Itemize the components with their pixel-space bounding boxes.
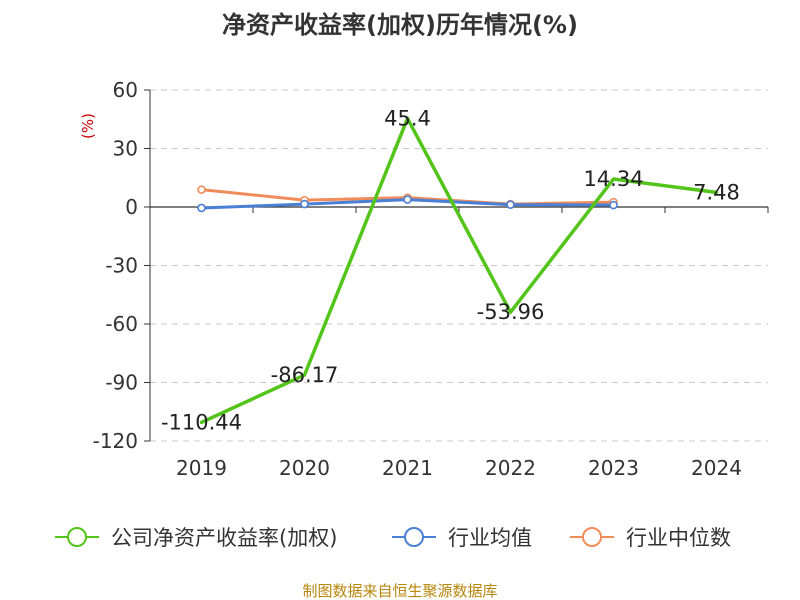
data-label: -110.44 (161, 410, 242, 434)
source-note: 制图数据来自恒生聚源数据库 (302, 582, 497, 600)
series-point (197, 185, 206, 194)
series-line (199, 116, 719, 425)
data-label: -86.17 (271, 363, 339, 387)
y-tick-label: 30 (113, 137, 138, 161)
x-tick-label: 2019 (176, 456, 227, 480)
y-tick-label: 60 (113, 78, 138, 102)
legend-label: 行业中位数 (626, 526, 731, 550)
x-tick-label: 2021 (382, 456, 433, 480)
chart-title: 净资产收益率(加权)历年情况(%) (222, 11, 578, 39)
legend-marker (404, 527, 424, 547)
y-tick-label: -30 (105, 254, 138, 278)
legend-marker (582, 527, 602, 547)
y-tick-label: -120 (93, 429, 138, 453)
data-label: -53.96 (477, 300, 545, 324)
x-tick-label: 2022 (485, 456, 536, 480)
data-labels: -110.44 -86.17 45.4 -53.96 14.34 7.48 (161, 106, 740, 434)
y-tick-label: -60 (105, 312, 138, 336)
series-point (197, 203, 206, 213)
legend-label: 行业均值 (448, 526, 532, 550)
data-label: 7.48 (693, 180, 740, 204)
y-axis-unit: (%) (79, 113, 97, 139)
grid-lines (150, 89, 768, 442)
x-tick-label: 2024 (691, 456, 742, 480)
series-lines (197, 116, 719, 425)
series-point (609, 200, 618, 210)
legend-marker (67, 527, 87, 547)
data-label: 14.34 (583, 167, 643, 191)
data-label: 45.4 (384, 106, 431, 130)
series-point (403, 195, 412, 204)
legend-label: 公司净资产收益率(加权) (111, 526, 337, 550)
axes: 60 30 0 -30 -60 -90 -120 2019 2020 2021 2022 2023 20… (93, 78, 769, 480)
x-tick-label: 2023 (588, 456, 639, 480)
series-point (506, 200, 515, 209)
x-tick-label: 2020 (279, 456, 330, 480)
legend: 公司净资产收益率(加权) 行业均值 行业中位数 (55, 526, 731, 550)
y-tick-label: 0 (125, 195, 138, 219)
series-point (300, 199, 309, 209)
y-tick-label: -90 (105, 371, 138, 395)
